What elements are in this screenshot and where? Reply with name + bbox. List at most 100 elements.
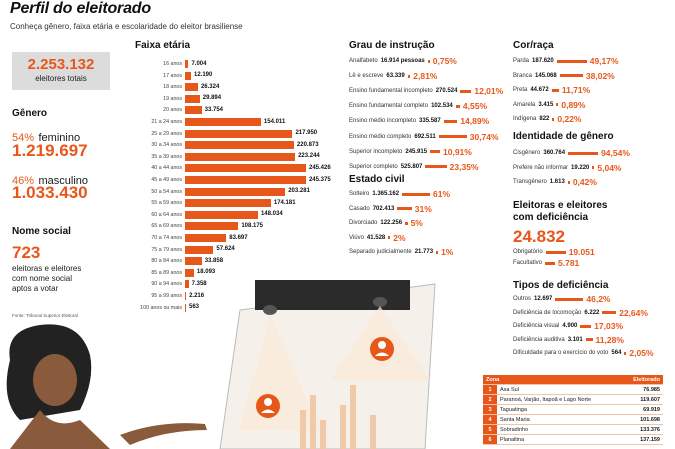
zona-header-row: Zona Eleitorado xyxy=(483,375,663,385)
tipo-deficiencia-row: Deficiência auditiva 3.101 11,28% xyxy=(513,335,624,345)
masculino-value: 1.033.430 xyxy=(12,183,88,202)
instrucao-value: 692.511 xyxy=(414,133,436,140)
age-value: 18.093 xyxy=(196,269,216,276)
age-label: 20 anos xyxy=(163,107,182,114)
instrucao-bar xyxy=(430,150,441,154)
instrucao-label: Lê e escreve xyxy=(349,73,384,80)
identidade-title: Identidade de gênero xyxy=(513,131,614,142)
age-value: 245.375 xyxy=(308,176,331,183)
civil-bar xyxy=(388,236,391,239)
instrucao-value: 16.914 pessoas xyxy=(380,58,425,64)
age-label: 60 a 64 anos xyxy=(151,211,182,218)
age-bar xyxy=(185,60,189,68)
age-value: 83.697 xyxy=(229,234,248,241)
identidade-percent: 5,04% xyxy=(597,162,622,173)
zona-name: Sobradinho xyxy=(497,424,621,435)
voting-illustration xyxy=(219,280,436,449)
genero-title: Gênero xyxy=(12,108,48,119)
age-label: 70 a 74 anos xyxy=(151,235,182,241)
civil-label: Solteiro xyxy=(349,191,370,197)
cor-percent: 38,02% xyxy=(585,70,615,81)
nome-social-title: Nome social xyxy=(12,226,71,237)
instrucao-label: Ensino médio incompleto xyxy=(349,118,417,125)
identidade-value: 19.220 xyxy=(571,164,590,171)
age-label: 21 a 24 anos xyxy=(151,119,182,125)
zona-value: 133.376 xyxy=(620,424,663,435)
tipo-deficiencia-row: Outros 12.697 46,2% xyxy=(513,294,610,304)
zona-value: 137.159 xyxy=(620,434,663,445)
tipo-deficiencia-value: 564 xyxy=(611,350,622,356)
zona-row: 5 Sobradinho 133.376 xyxy=(483,424,663,435)
age-value: 245.426 xyxy=(309,164,331,171)
age-label: 55 a 59 anos xyxy=(151,200,182,207)
age-value: 223.244 xyxy=(298,153,320,160)
age-label: 95 a 99 anos xyxy=(151,293,182,299)
identidade-row: Transgênero 1.613 0,42% xyxy=(513,177,597,187)
civil-label: Divorciado xyxy=(349,220,378,226)
instrucao-label: Superior incompleto xyxy=(349,148,403,155)
age-bar xyxy=(185,83,198,92)
age-label: 45 a 49 anos xyxy=(151,177,182,183)
instrucao-bar xyxy=(427,59,430,63)
age-bar xyxy=(185,164,306,173)
faixa-etaria-title: Faixa etária xyxy=(135,40,191,51)
tipo-deficiencia-label: Deficiência visual xyxy=(513,323,560,329)
cor-label: Branca xyxy=(513,72,533,79)
genero-masculino: 46% masculino xyxy=(12,171,88,189)
feminino-value: 1.219.697 xyxy=(12,141,88,160)
age-label: 25 a 29 anos xyxy=(151,130,182,137)
age-bar xyxy=(185,141,294,150)
cor-label: Preta xyxy=(513,87,528,93)
age-label: 30 a 34 anos xyxy=(151,142,182,149)
age-value: 33.754 xyxy=(204,106,223,113)
tipo-deficiencia-percent: 22,64% xyxy=(619,307,648,318)
cor-percent: 49,17% xyxy=(589,56,619,66)
zona-row: 3 Taguatinga 69.919 xyxy=(483,404,663,415)
instrucao-row: Analfabeto 16.914 pessoas 0,75% xyxy=(349,56,457,66)
age-bar xyxy=(185,280,189,289)
facultativo-bar xyxy=(545,261,556,265)
face xyxy=(33,354,77,406)
obrigatorio-label: Obrigatório xyxy=(513,249,543,255)
cor-label: Amarela xyxy=(513,101,536,108)
identidade-value: 1.613 xyxy=(549,179,565,185)
cor-bar xyxy=(551,88,559,92)
cor-percent: 0,89% xyxy=(561,99,586,110)
age-bar xyxy=(185,268,194,277)
zona-number: 3 xyxy=(483,404,497,415)
identidade-label: Transgênero xyxy=(513,179,547,185)
facultativo-value: 5.781 xyxy=(558,258,580,268)
tipo-deficiencia-row: Deficiência de locomoção 6.222 22,64% xyxy=(513,308,648,318)
identidade-bar xyxy=(567,180,570,184)
cor-row: Parda 187.620 49,17% xyxy=(513,56,619,66)
identidade-value: 360.764 xyxy=(543,150,566,156)
civil-row: Viúvo 41.528 2% xyxy=(349,233,406,243)
age-bar xyxy=(185,176,306,184)
age-value: 7.004 xyxy=(191,60,207,67)
civil-percent: 31% xyxy=(414,203,432,214)
instrucao-row: Superior incompleto 245.915 10,91% xyxy=(349,147,472,157)
tipo-deficiencia-value: 6.222 xyxy=(584,309,600,316)
age-bar xyxy=(185,245,214,254)
zona-name: Paranoá, Varjão, Itapoã e Lago Norte xyxy=(497,394,621,405)
masculino-pct: 46% xyxy=(12,175,35,187)
civil-value: 122.256 xyxy=(380,220,403,226)
civil-bar xyxy=(405,221,408,225)
age-bar xyxy=(185,106,202,115)
estado-civil-title: Estado civil xyxy=(349,174,405,185)
age-bar xyxy=(185,199,271,208)
cor-bar xyxy=(556,103,559,106)
cor-bar xyxy=(559,74,583,77)
age-bar xyxy=(185,222,239,231)
instrucao-row: Ensino fundamental completo 102.534 4,55% xyxy=(349,101,487,111)
instrucao-percent: 30,74% xyxy=(469,131,499,142)
zona-value: 76.985 xyxy=(620,384,663,395)
civil-percent: 2% xyxy=(393,232,406,243)
zona-body: 1 Asa Sul 76.985 2 Paranoá, Varjão, Itapoã e… xyxy=(483,384,663,445)
tipo-deficiencia-percent: 11,28% xyxy=(595,334,624,345)
zona-header-eleitorado: Eleitorado xyxy=(620,375,663,385)
instrucao-label: Ensino fundamental incompleto xyxy=(349,88,433,95)
cor-row: Amarela 3.415 0,89% xyxy=(513,100,585,110)
age-bar xyxy=(185,292,187,300)
zona-table: Zona Eleitorado 1 Asa Sul 76.985 2 Paranoá, … xyxy=(483,375,663,445)
